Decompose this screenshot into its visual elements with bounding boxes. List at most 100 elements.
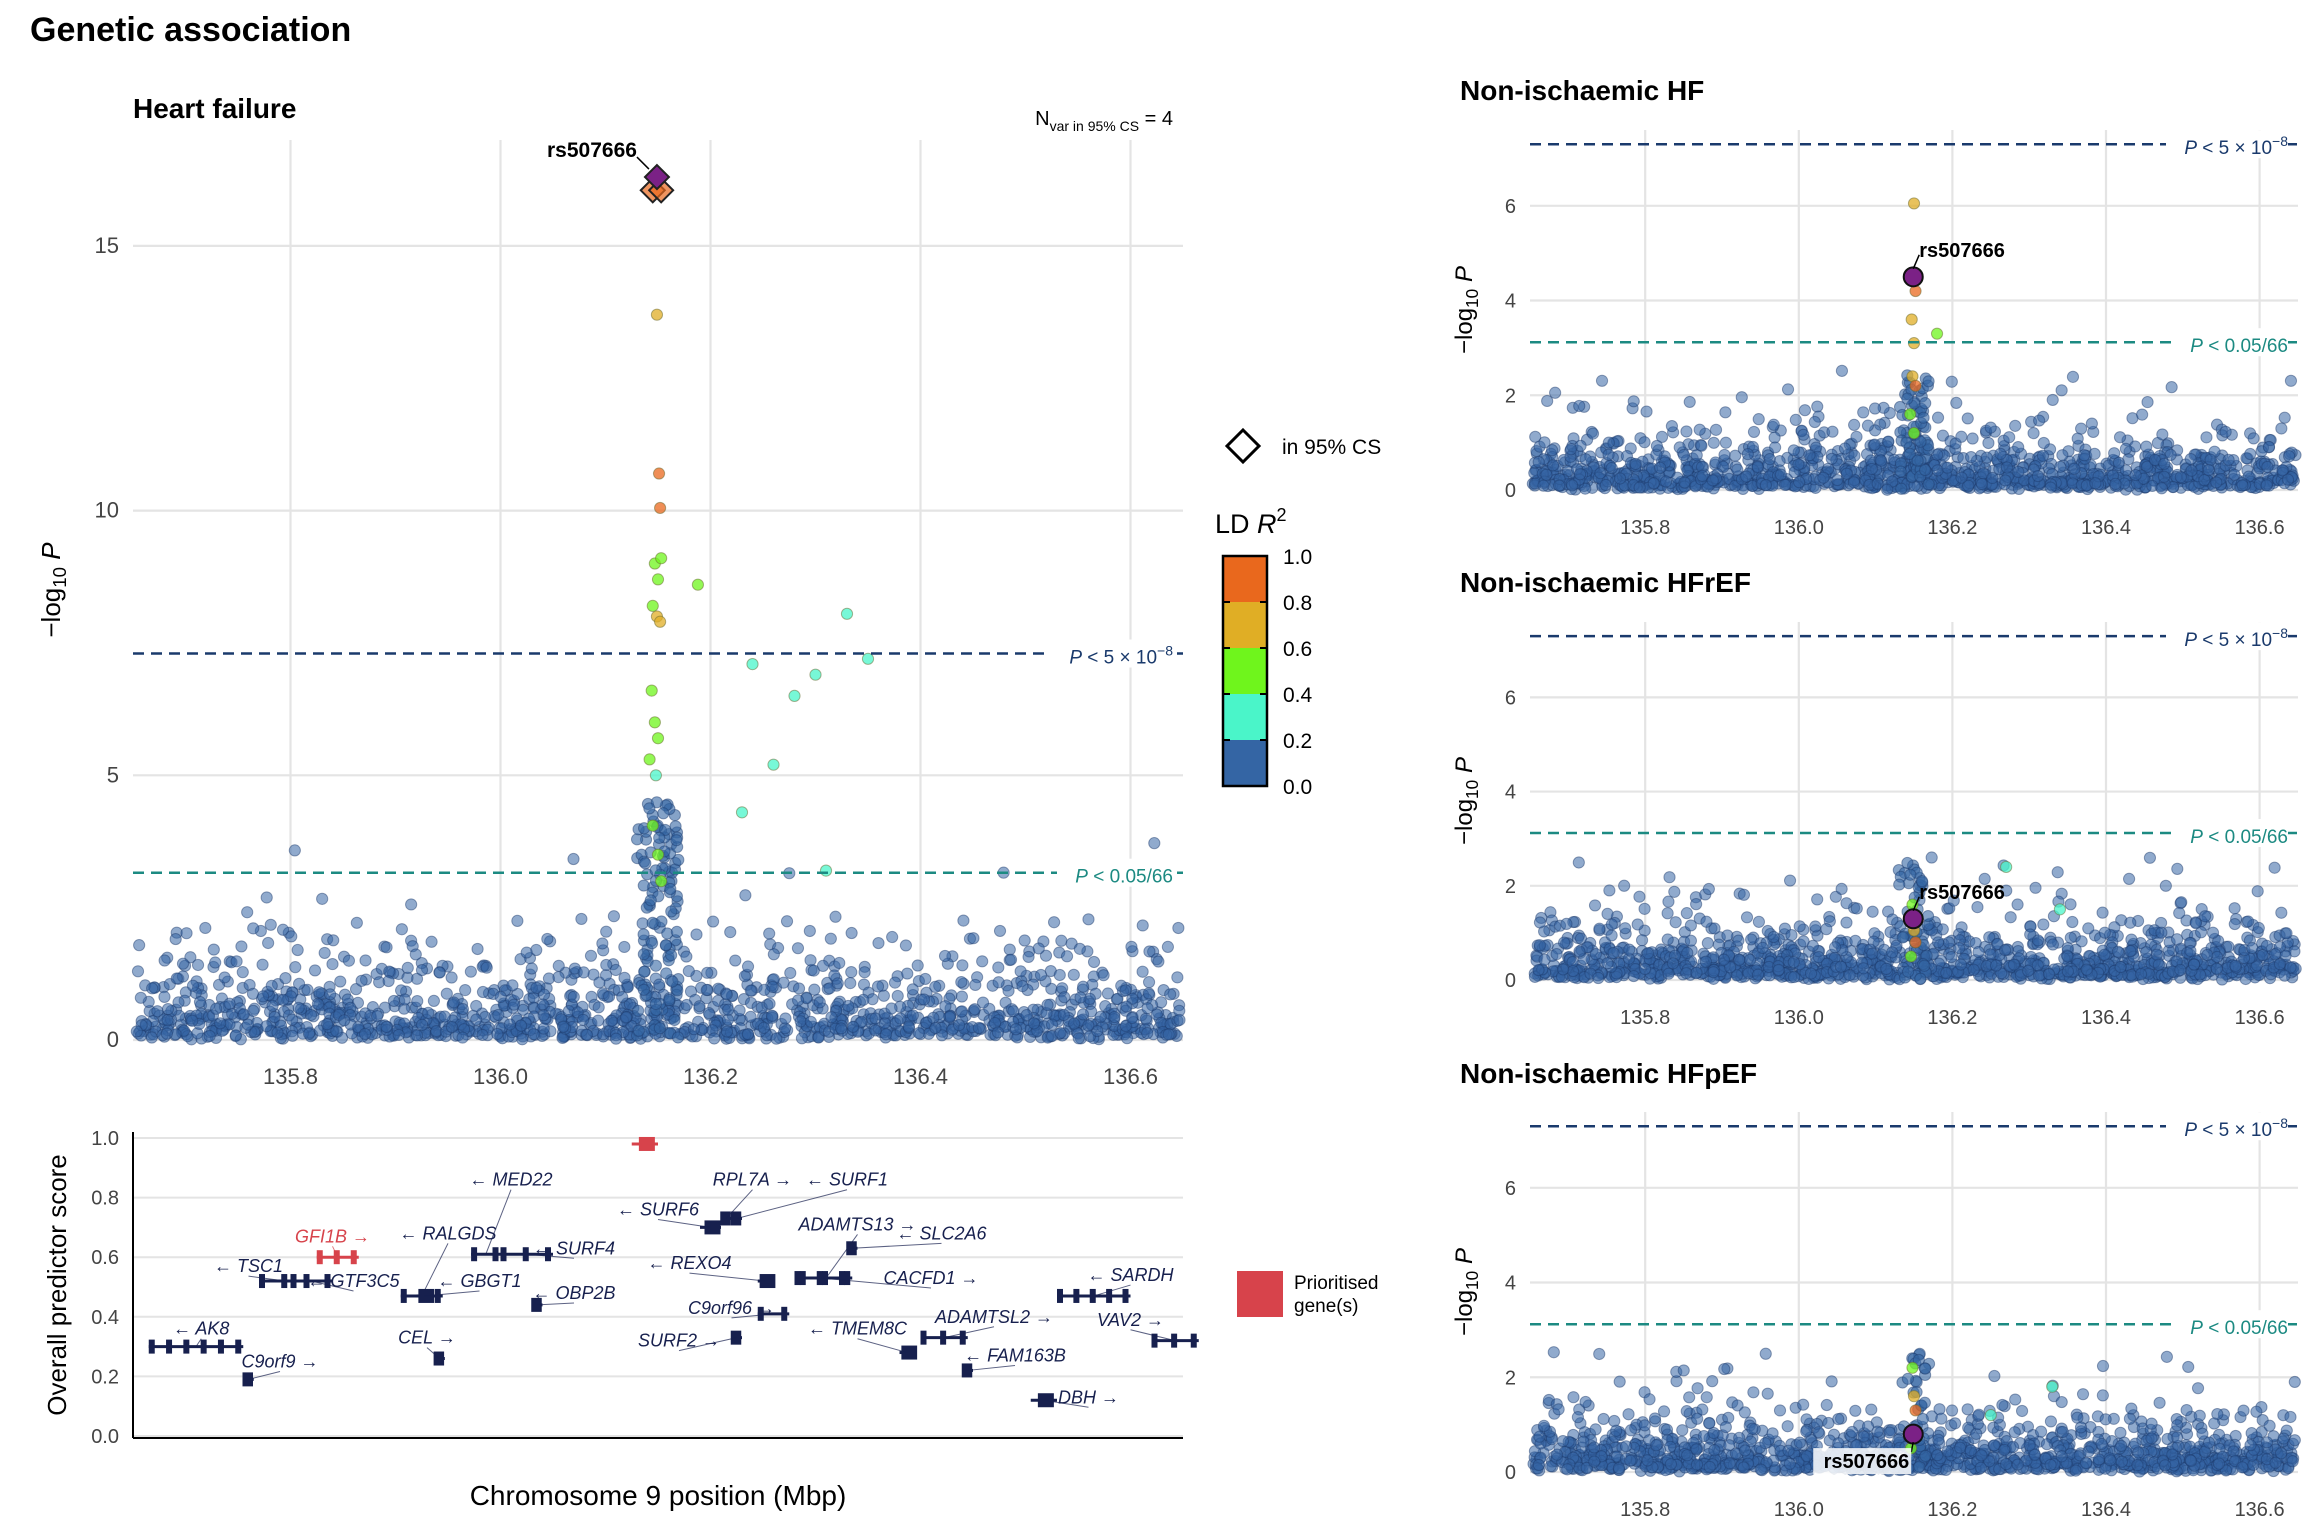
snp-point bbox=[1761, 1387, 1774, 1400]
x-tick-label: 136.6 bbox=[2235, 1007, 2285, 1029]
snp-point bbox=[1917, 411, 1930, 424]
snp-point bbox=[1647, 477, 1660, 490]
snp-point bbox=[1082, 913, 1095, 926]
snp-point bbox=[690, 928, 703, 941]
snp-point bbox=[891, 989, 904, 1003]
snp-point-ld bbox=[1904, 950, 1918, 963]
genome-exp: −8 bbox=[2272, 133, 2288, 149]
snp-point bbox=[1964, 451, 1978, 464]
snp-point bbox=[2236, 479, 2249, 492]
x-tick-label: 136.4 bbox=[2081, 1499, 2131, 1521]
snp-point bbox=[318, 946, 331, 960]
snp-point bbox=[664, 882, 677, 896]
snp-point bbox=[271, 1026, 284, 1039]
snp-point bbox=[2174, 963, 2187, 977]
snp-point bbox=[927, 1011, 940, 1024]
snp-point bbox=[2003, 431, 2016, 444]
snp-point bbox=[1972, 945, 1985, 959]
snp-point bbox=[2239, 972, 2252, 986]
lead-snp-label: rs507666 bbox=[1919, 240, 2005, 262]
snp-point bbox=[199, 921, 212, 935]
snp-point bbox=[1911, 454, 1924, 467]
snp-point bbox=[1638, 436, 1651, 449]
snp-point bbox=[1602, 436, 1615, 449]
snp-point bbox=[2158, 457, 2171, 470]
snp-point bbox=[957, 914, 970, 927]
snp-point bbox=[2143, 851, 2157, 864]
snp-point bbox=[872, 936, 885, 950]
y-axis-label-pre: −log bbox=[36, 588, 66, 638]
snp-point bbox=[552, 959, 565, 972]
snp-point bbox=[653, 978, 666, 991]
snp-point bbox=[1772, 963, 1785, 977]
snp-point bbox=[445, 1020, 459, 1034]
snp-point bbox=[268, 1010, 281, 1024]
snp-point bbox=[2140, 440, 2153, 453]
snp-point bbox=[1733, 953, 1746, 966]
snp-point bbox=[993, 924, 1007, 938]
snp-point bbox=[311, 997, 324, 1011]
snp-point bbox=[2198, 474, 2211, 487]
snp-point bbox=[2229, 959, 2242, 972]
snp-point bbox=[2159, 879, 2172, 892]
snp-point bbox=[2109, 477, 2122, 490]
snp-point bbox=[724, 926, 737, 939]
snp-point bbox=[992, 961, 1005, 974]
snp-point bbox=[2256, 948, 2269, 962]
snp-point bbox=[1633, 890, 1646, 903]
snp-point bbox=[2122, 872, 2136, 886]
snp-point bbox=[1825, 452, 1838, 465]
snp-point bbox=[342, 954, 356, 967]
lead-snp-label: rs507666 bbox=[1919, 882, 2005, 904]
snp-point bbox=[1136, 919, 1149, 932]
fdr-label: P < 0.05/66 bbox=[2190, 827, 2288, 848]
snp-point bbox=[1572, 856, 1585, 869]
snp-point bbox=[1709, 423, 1723, 436]
snp-point bbox=[2119, 442, 2133, 455]
snp-point bbox=[2215, 973, 2229, 986]
snp-point-ld bbox=[655, 875, 668, 888]
snp-point bbox=[1893, 878, 1906, 891]
snp-point bbox=[2200, 431, 2213, 444]
snp-point bbox=[1989, 959, 2003, 972]
snp-point bbox=[2114, 960, 2127, 974]
snp-point bbox=[1125, 940, 1138, 953]
snp-point bbox=[637, 879, 650, 892]
snp-point-ld bbox=[649, 769, 663, 782]
y-axis-label-space bbox=[1451, 282, 1478, 289]
snp-point bbox=[2210, 476, 2223, 489]
snp-point bbox=[791, 994, 805, 1007]
snp-point bbox=[599, 969, 613, 982]
snp-point bbox=[1087, 955, 1101, 969]
snp-point bbox=[901, 967, 914, 980]
snp-point-ld bbox=[861, 652, 875, 665]
snp-point bbox=[151, 1005, 164, 1018]
snp-point bbox=[1954, 958, 1967, 971]
figure-title: Genetic association bbox=[30, 11, 351, 49]
y-tick-label: 2 bbox=[1505, 876, 1516, 898]
snp-point bbox=[440, 987, 453, 1000]
snp-point-ld bbox=[654, 501, 667, 515]
snp-point bbox=[1547, 1346, 1560, 1359]
snp-point bbox=[911, 959, 924, 972]
snp-point bbox=[1638, 962, 1652, 976]
snp-point bbox=[1566, 479, 1579, 492]
snp-point bbox=[767, 948, 780, 961]
snp-point bbox=[665, 905, 678, 918]
snp-point bbox=[146, 982, 159, 995]
snp-point bbox=[1840, 897, 1853, 910]
snp-point bbox=[1740, 470, 1753, 483]
y-tick-label: 4 bbox=[1505, 1273, 1516, 1295]
snp-point bbox=[846, 1020, 860, 1033]
snp-point bbox=[1751, 460, 1764, 474]
snp-point bbox=[1809, 920, 1822, 933]
snp-point bbox=[349, 983, 363, 996]
snp-point-ld bbox=[654, 615, 667, 628]
snp-point bbox=[1053, 968, 1066, 982]
snp-point-ld bbox=[788, 689, 801, 702]
snp-point bbox=[2150, 948, 2163, 961]
x-tick-label: 136.6 bbox=[2235, 517, 2285, 539]
snp-point bbox=[1886, 913, 1899, 926]
